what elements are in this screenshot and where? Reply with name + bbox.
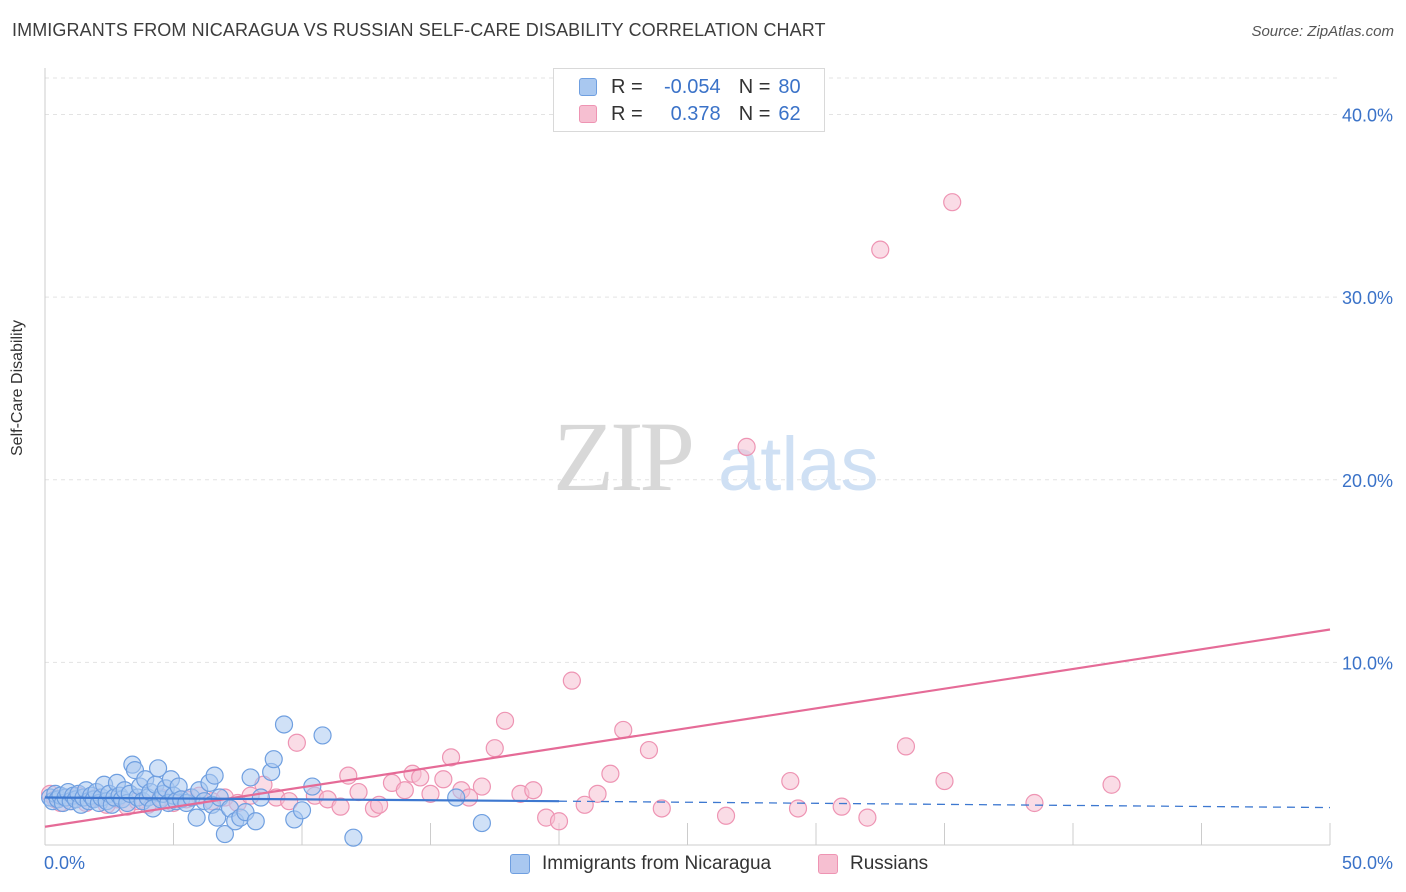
- nicaragua-trend-line: [44, 796, 560, 803]
- watermark: ZIP atlas: [553, 401, 879, 512]
- watermark-atlas: atlas: [718, 422, 879, 507]
- y-axis-label: Self-Care Disability: [9, 319, 26, 456]
- legend-row-russians: R = 0.378 N = 62: [554, 100, 801, 128]
- nicaragua-point: [344, 828, 363, 847]
- nicaragua-point: [246, 812, 265, 831]
- russians-point: [871, 240, 890, 259]
- bottom-legend-label: Russians: [850, 853, 929, 874]
- russians-point: [395, 781, 414, 800]
- russians-point: [421, 784, 440, 803]
- russians-point: [737, 437, 756, 456]
- legend-r-label: R =: [611, 75, 643, 98]
- russians-point: [434, 770, 453, 789]
- tick-labels: 10.0% 20.0% 30.0% 40.0% 0.0% 50.0%: [44, 106, 1393, 873]
- bottom-legend-russians: Russians: [818, 851, 928, 877]
- grid-lines: [45, 77, 1340, 663]
- russians-point: [280, 792, 299, 811]
- legend-row-nicaragua: R = -0.054 N = 80: [554, 73, 801, 101]
- russians-point: [287, 733, 306, 752]
- russians-point: [781, 771, 800, 791]
- russians-point: [524, 781, 543, 800]
- russians-point: [1025, 793, 1044, 813]
- y-tick-label: 10.0%: [1342, 653, 1393, 673]
- bottom-legend-nicaragua: Immigrants from Nicaragua: [510, 851, 771, 877]
- nicaragua-point: [205, 766, 224, 785]
- russians-trend-line: [44, 628, 1331, 828]
- legend-swatch-pink: [579, 105, 597, 123]
- legend-r-value: 0.378: [670, 102, 721, 125]
- y-tick-label: 30.0%: [1342, 288, 1393, 308]
- bottom-legend-label: Immigrants from Nicaragua: [542, 853, 772, 874]
- x-tick-label-min: 0.0%: [44, 853, 85, 873]
- legend-r-value: -0.054: [663, 75, 721, 98]
- bottom-legend-swatch-blue: [510, 854, 530, 874]
- nicaragua-point: [215, 824, 234, 844]
- russians-point: [788, 799, 808, 818]
- x-tick-label-max: 50.0%: [1342, 853, 1393, 873]
- russians-point: [472, 777, 491, 796]
- russians-point: [943, 193, 962, 212]
- russians-point: [495, 711, 515, 730]
- russians-point: [601, 764, 620, 783]
- legend-n-label: N =: [738, 102, 771, 125]
- watermark-zip: ZIP: [553, 401, 691, 512]
- russians-point: [331, 797, 350, 816]
- y-tick-label: 20.0%: [1342, 471, 1393, 491]
- axes: [44, 68, 1331, 846]
- legend-n-value: 62: [778, 102, 801, 125]
- russians-point: [896, 737, 916, 756]
- russians-point: [832, 797, 851, 816]
- nicaragua-point: [264, 750, 283, 769]
- legend-r-label: R =: [611, 102, 643, 125]
- russians-point: [639, 740, 659, 760]
- nicaragua-point: [447, 788, 466, 807]
- nicaragua-point: [148, 759, 168, 778]
- legend-n-value: 80: [778, 75, 801, 98]
- russians-point: [575, 795, 594, 814]
- trend-lines: [44, 628, 1331, 828]
- nicaragua-point: [292, 801, 312, 820]
- chart-title: IMMIGRANTS FROM NICARAGUA VS RUSSIAN SEL…: [12, 20, 826, 40]
- nicaragua-trend-extension: [558, 800, 1331, 809]
- russians-point: [614, 720, 633, 740]
- nicaragua-point: [313, 726, 332, 745]
- bottom-legend-swatch-pink: [818, 854, 838, 874]
- y-tick-label: 40.0%: [1342, 106, 1393, 126]
- russians-point: [1102, 775, 1121, 794]
- russians-point: [441, 748, 461, 767]
- nicaragua-point: [208, 808, 227, 827]
- legend-swatch-blue: [579, 78, 597, 96]
- russians-point: [588, 784, 607, 803]
- russians-point: [858, 808, 877, 827]
- russians-point: [485, 739, 504, 758]
- russians-point: [562, 671, 581, 690]
- russians-point: [411, 768, 430, 787]
- nicaragua-point: [472, 813, 491, 833]
- russians-point: [716, 806, 736, 825]
- correlation-legend: R = -0.054 N = 80 R = 0.378 N = 62: [553, 68, 825, 132]
- nicaragua-point: [187, 808, 206, 827]
- russians-point: [549, 812, 569, 831]
- russians-point: [652, 799, 671, 818]
- russians-point: [349, 782, 368, 802]
- legend-n-label: N =: [738, 75, 771, 98]
- nicaragua-point: [251, 788, 270, 807]
- russians-point: [935, 771, 954, 791]
- nicaragua-point: [274, 715, 294, 734]
- source-label: Source: ZipAtlas.com: [1251, 23, 1394, 40]
- nicaragua-point: [241, 768, 260, 787]
